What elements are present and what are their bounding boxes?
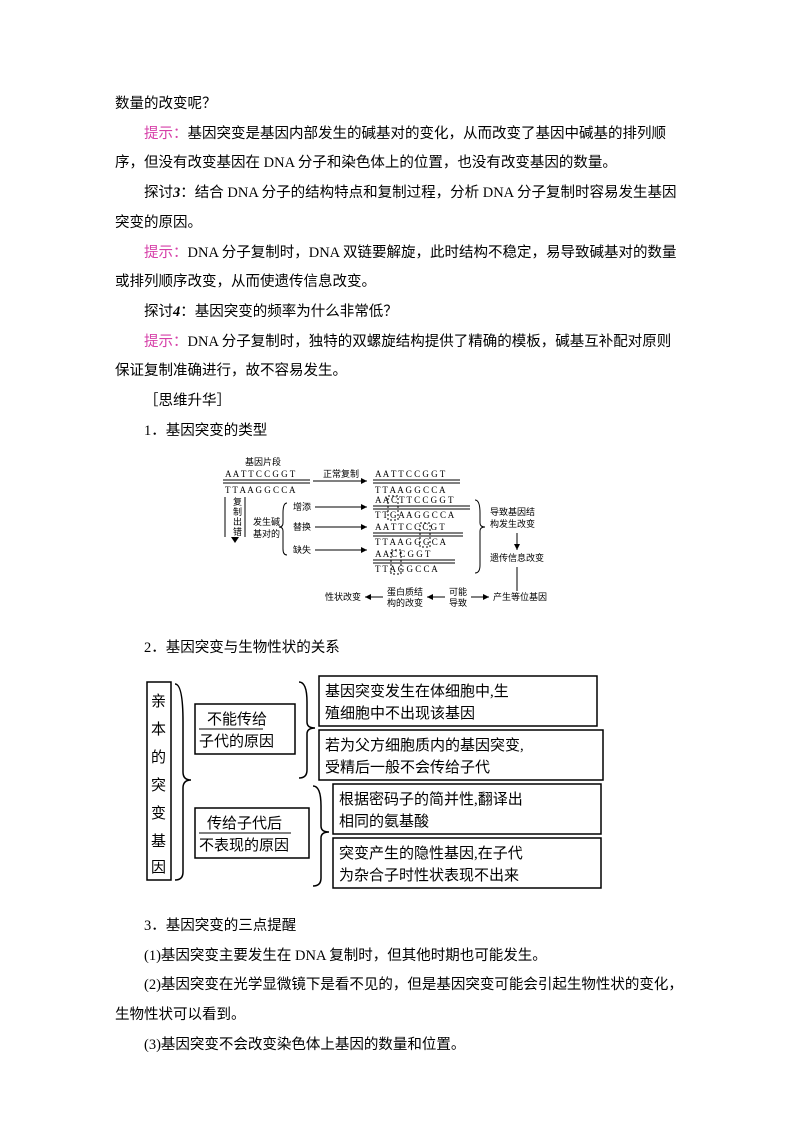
c2-l3: 突 xyxy=(151,777,166,794)
c2-box1a: 基因突变发生在体细胞中,生 xyxy=(325,683,509,700)
para-12: (3)基因突变不会改变染色体上基因的数量和位置。 xyxy=(115,1031,685,1061)
chart-1: 基因片段 A A T T C C G G T T T A A G G C C A… xyxy=(115,455,685,627)
c2-b2: 传给子代后 xyxy=(207,815,282,832)
c1-addbot: T T G A A G G C C A xyxy=(375,510,455,520)
c1-b4: 可能 xyxy=(449,586,467,597)
c1-b6: 产生等位基因 xyxy=(493,591,547,602)
para-7: 1．基因突变的类型 xyxy=(115,417,685,447)
c1-seq1top: A A T T C C G G T xyxy=(225,469,296,479)
c1-swaptop: A A T T C C C G T xyxy=(375,522,445,532)
c1-addtop: A A C T T C C G G T xyxy=(375,495,454,505)
c1-deltop: A A C C G G T xyxy=(375,549,431,559)
para-2b: ：结合 DNA 分子的结构特点和复制过程，分析 DNA 分子复制时容易发生基因突… xyxy=(115,185,676,231)
para-4a: 探讨 xyxy=(144,304,173,320)
para-9: 3．基因突变的三点提醒 xyxy=(115,912,685,942)
para-10: (1)基因突变主要发生在 DNA 复制时，但其他时期也可能发生。 xyxy=(115,942,685,972)
c1-swap: 替换 xyxy=(293,521,311,532)
c1-rtop: 导致基因结 xyxy=(490,506,535,517)
chart-1-svg: 基因片段 A A T T C C G G T T T A A G G C C A… xyxy=(195,455,605,615)
c2-l5: 基 xyxy=(151,833,166,850)
hint-label-3: 提示： xyxy=(144,334,188,350)
para-11: (2)基因突变在光学显微镜下是看不见的，但是基因突变可能会引起生物性状的变化，生… xyxy=(115,971,685,1030)
para-4b: ：基因突变的频率为什么非常低？ xyxy=(180,304,398,320)
hint-label-2: 提示： xyxy=(144,245,188,261)
c2-b2b: 不表现的原因 xyxy=(199,837,289,854)
para-3: 提示：DNA 分子复制时，DNA 双链要解旋，此时结构不稳定，易导致碱基对的数量… xyxy=(115,239,685,298)
c2-l1: 本 xyxy=(151,721,166,738)
para-2: 探讨3：结合 DNA 分子的结构特点和复制过程，分析 DNA 分子复制时容易发生… xyxy=(115,179,685,238)
para-8: 2．基因突变与生物性状的关系 xyxy=(115,634,685,664)
c1-mid: 发生碱 xyxy=(253,516,280,527)
para-3-text: DNA 分子复制时，DNA 双链要解旋，此时结构不稳定，易导致碱基对的数量或排列… xyxy=(115,245,676,291)
c1-b3: 构的改变 xyxy=(387,597,423,608)
c1-errv-4: 错 xyxy=(233,526,242,537)
c2-box4b: 为杂合子时性状表现不出来 xyxy=(339,867,519,884)
c1-mid2: 基对的 xyxy=(253,528,280,539)
c2-l0: 亲 xyxy=(151,693,166,710)
c1-fragment: 基因片段 xyxy=(245,456,281,467)
c1-del: 缺失 xyxy=(293,544,311,555)
c1-errv-2: 制 xyxy=(233,506,242,517)
para-4: 探讨4：基因突变的频率为什么非常低？ xyxy=(115,298,685,328)
c1-normal: 正常复制 xyxy=(323,468,359,479)
para-1: 提示：基因突变是基因内部发生的碱基对的变化，从而改变了基因中碱基的排列顺序，但没… xyxy=(115,120,685,179)
c1-seq1bot: T T A A G G C C A xyxy=(225,485,296,495)
c2-b1: 不能传给 xyxy=(207,711,267,728)
c1-b2: 蛋白质结 xyxy=(387,586,423,597)
c1-seq2top: A A T T C C G G T xyxy=(375,469,446,479)
para-1-text: 基因突变是基因内部发生的碱基对的变化，从而改变了基因中碱基的排列顺序，但没有改变… xyxy=(115,126,666,172)
c2-box1b: 殖细胞中不出现该基因 xyxy=(325,705,475,722)
c1-rtop2: 构发生改变 xyxy=(490,518,535,529)
c1-rbot: 遗传信息改变 xyxy=(490,552,544,563)
c2-l2: 的 xyxy=(151,749,166,766)
para-0: 数量的改变呢？ xyxy=(115,90,685,120)
para-5: 提示：DNA 分子复制时，独特的双螺旋结构提供了精确的模板，碱基互补配对原则保证… xyxy=(115,328,685,387)
hint-label: 提示： xyxy=(144,126,188,142)
c2-b1b: 子代的原因 xyxy=(199,733,274,750)
chart-2-svg: 亲 本 的 突 变 基 因 不能传给 子代的原因 基因突变发生在体细胞中,生 xyxy=(145,672,615,892)
c2-l4: 变 xyxy=(151,805,166,822)
c1-swapbot: T T A A G G G C A xyxy=(375,537,447,547)
c1-seq2bot: T T A A G G C C A xyxy=(375,485,446,495)
c2-box3b: 相同的氨基酸 xyxy=(339,813,429,830)
c2-box2a: 若为父方细胞质内的基因突变, xyxy=(325,737,524,754)
c2-l6: 因 xyxy=(151,859,166,876)
c2-box2b: 受精后一般不会传给子代 xyxy=(325,759,490,776)
c2-box4a: 突变产生的隐性基因,在子代 xyxy=(339,845,523,862)
c1-b1: 性状改变 xyxy=(325,591,361,602)
c2-box3a: 根据密码子的简并性,翻译出 xyxy=(339,791,523,808)
para-5-text: DNA 分子复制时，独特的双螺旋结构提供了精确的模板，碱基互补配对原则保证复制准… xyxy=(115,334,671,380)
c1-b5: 导致 xyxy=(449,597,467,608)
c1-errv-1: 复 xyxy=(233,496,242,507)
para-6: ［思维升华］ xyxy=(115,387,685,417)
c1-errv-3: 出 xyxy=(233,516,242,527)
para-2a: 探讨 xyxy=(144,185,173,201)
c1-add: 增添 xyxy=(293,501,311,512)
chart-2: 亲 本 的 突 变 基 因 不能传给 子代的原因 基因突变发生在体细胞中,生 xyxy=(145,672,685,904)
c1-delbot: T T A G G C C A xyxy=(375,564,438,574)
